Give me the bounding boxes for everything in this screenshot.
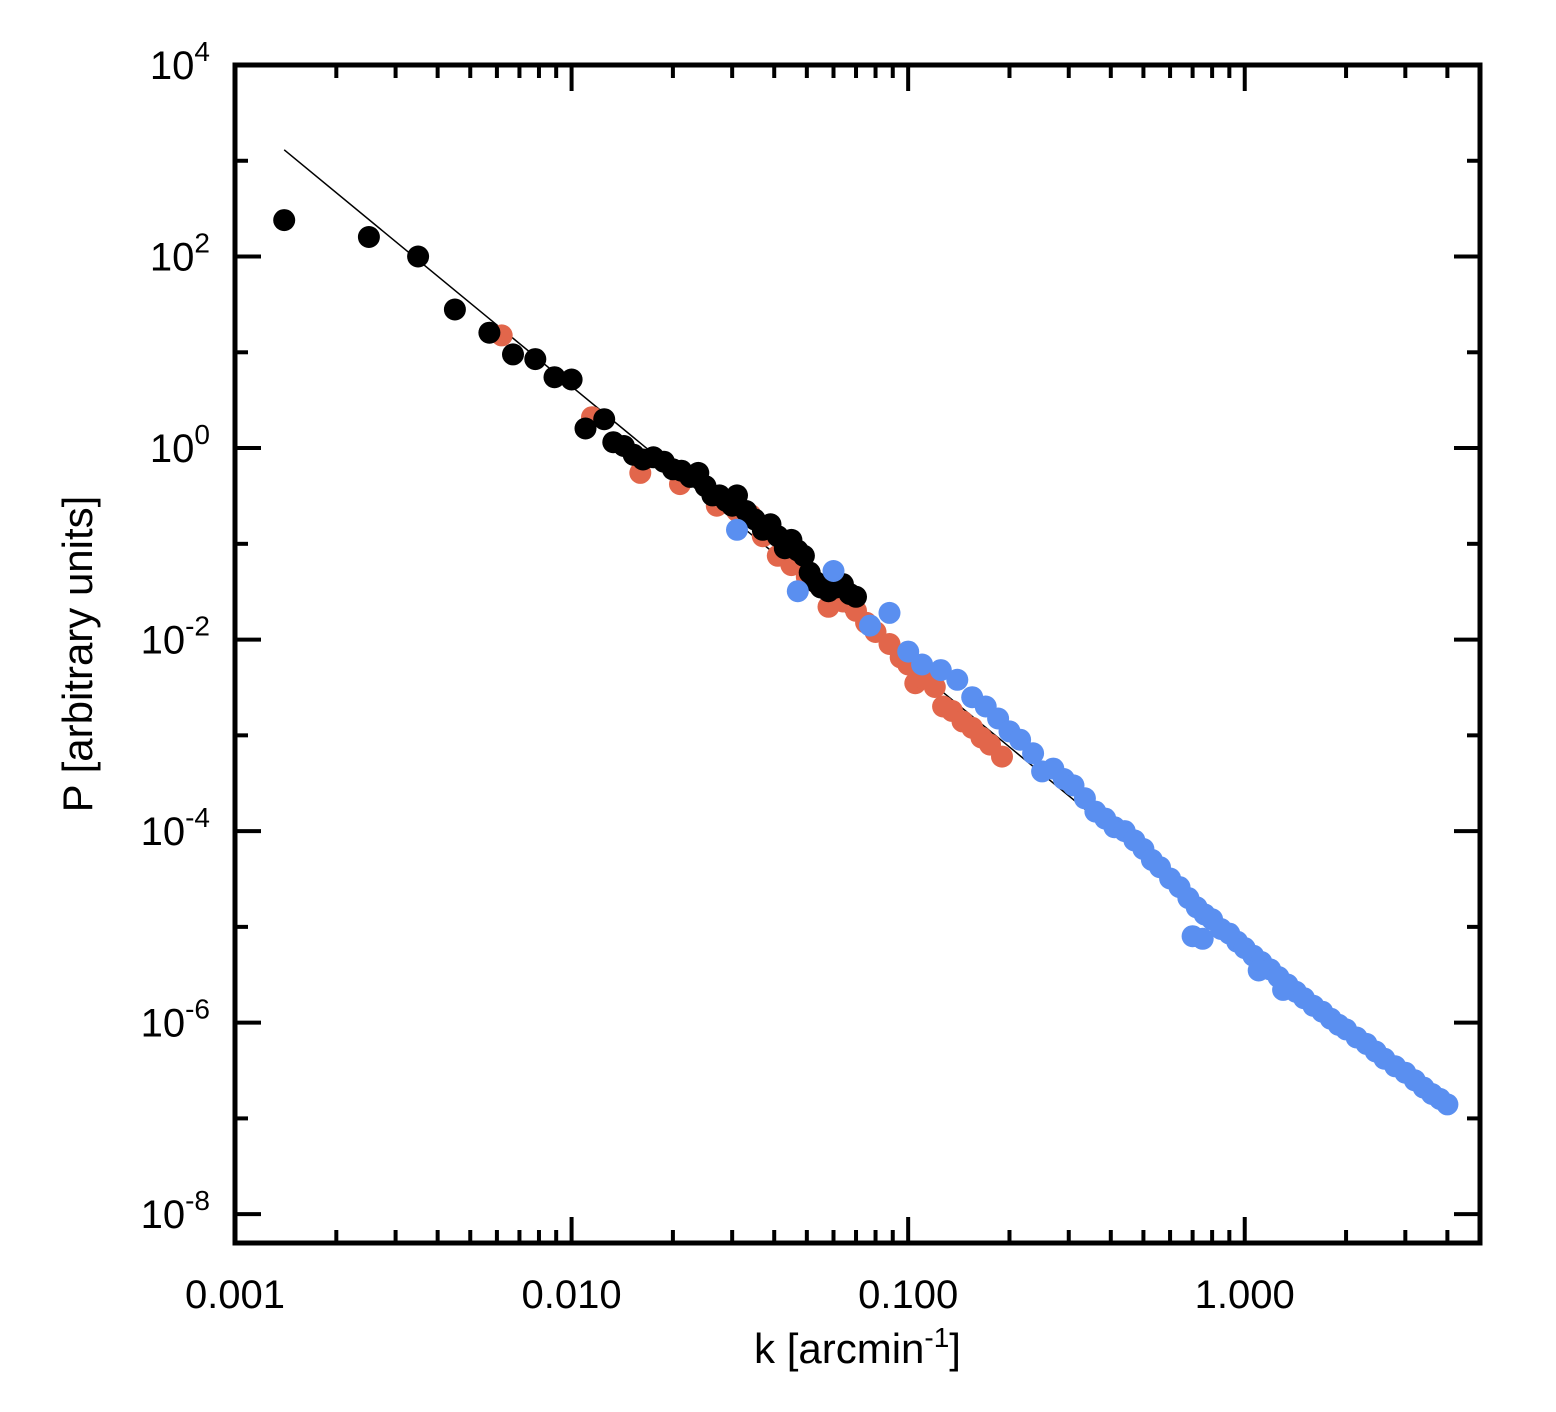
x-tick-label: 0.010 xyxy=(522,1273,622,1317)
data-point xyxy=(1247,959,1270,982)
data-point xyxy=(923,676,946,698)
axis-ticks-layer xyxy=(233,63,1482,1243)
x-axis-title-suffix: ] xyxy=(949,1325,961,1372)
data-point xyxy=(443,298,466,321)
data-point xyxy=(502,343,524,366)
data-point xyxy=(929,659,952,682)
y-tick-label: 10-8 xyxy=(141,1185,210,1237)
data-point xyxy=(792,544,815,567)
x-axis-title: k [arcmin-1] xyxy=(754,1322,961,1372)
y-tick-label: 100 xyxy=(150,419,210,471)
data-point xyxy=(946,668,969,691)
data-point xyxy=(845,585,867,608)
data-point xyxy=(911,653,934,676)
y-axis-title: P [arbitrary units] xyxy=(54,496,101,813)
y-tick-label: 104 xyxy=(150,36,210,88)
x-tick-label: 0.001 xyxy=(185,1273,285,1317)
data-point xyxy=(593,408,616,431)
data-point xyxy=(1272,978,1295,1001)
plot-frame xyxy=(232,62,1483,1246)
data-point xyxy=(859,614,881,637)
x-tick-label: 0.100 xyxy=(858,1273,958,1317)
data-point xyxy=(1022,742,1045,765)
x-tick-label: 1.000 xyxy=(1195,1273,1295,1317)
data-point xyxy=(991,745,1013,768)
y-tick-label: 10-2 xyxy=(141,611,210,663)
data-point xyxy=(897,640,920,663)
data-point xyxy=(407,245,430,268)
data-points-layer xyxy=(273,209,1459,1116)
data-point xyxy=(1009,728,1032,751)
x-axis-title-superscript: -1 xyxy=(924,1322,949,1353)
y-tick-label: 10-4 xyxy=(141,802,210,854)
y-tick-label: 102 xyxy=(150,228,210,280)
data-point xyxy=(560,368,583,391)
data-point xyxy=(786,580,809,603)
data-point xyxy=(357,226,380,248)
data-point xyxy=(273,209,296,232)
data-point xyxy=(1436,1093,1459,1116)
y-tick-label: 10-6 xyxy=(141,994,210,1046)
data-point xyxy=(726,518,748,541)
x-axis-title-text: k [arcmin xyxy=(754,1325,924,1372)
data-point xyxy=(822,560,845,582)
data-point xyxy=(574,417,597,440)
tick-labels-layer: 0.001 0.010 0.100 1.000 104 102 100 10-2 10-4 10-… xyxy=(141,36,1295,1317)
data-point xyxy=(878,601,901,624)
data-point xyxy=(1191,927,1214,950)
data-point xyxy=(478,321,501,344)
data-point xyxy=(524,348,547,371)
data-point xyxy=(543,366,566,389)
